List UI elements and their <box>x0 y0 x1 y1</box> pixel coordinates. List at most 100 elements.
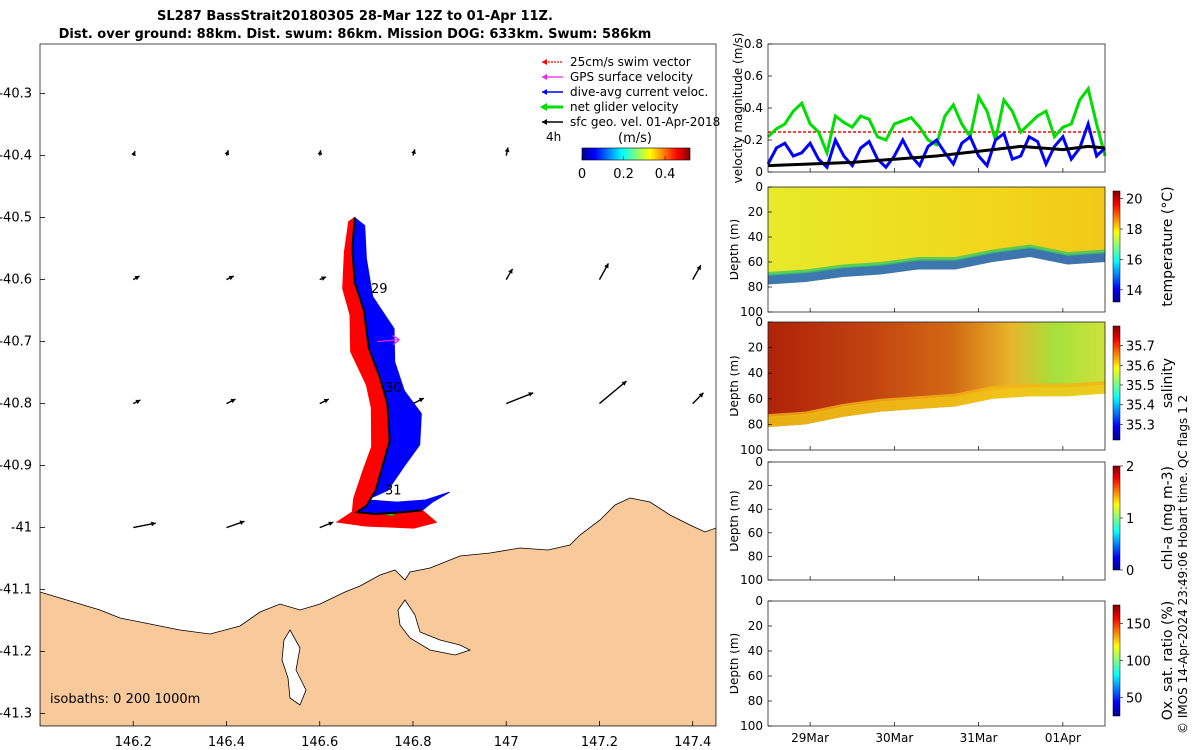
map-x-tick-label: 146.4 <box>208 735 245 750</box>
colorbar-tick-label: 35.3 <box>1126 418 1155 433</box>
river-arm <box>281 629 307 706</box>
y-tick-label: 20 <box>748 205 763 219</box>
y-tick-label: 0 <box>755 455 763 469</box>
legend-gps-arrowhead <box>542 74 547 80</box>
geo-vector-head <box>239 520 245 526</box>
y-tick-label: 60 <box>748 669 763 683</box>
chart-title-line2: Dist. over ground: 88km. Dist. swum: 86k… <box>58 27 652 42</box>
y-tick-label: 100 <box>740 573 763 587</box>
colorbar-label: Ox. sat. ratio (%) <box>1160 601 1176 720</box>
map-x-tick-label: 146.6 <box>301 735 338 750</box>
y-tick-label: 60 <box>748 526 763 540</box>
geo-vector-head <box>504 147 510 153</box>
gps-surface-velocity-arrow <box>377 335 400 346</box>
land-tasmania <box>40 497 716 726</box>
map-y-tick-label: -40.8 <box>0 397 32 412</box>
day-label: 29 <box>371 282 388 297</box>
speed-colorbar <box>581 147 691 161</box>
series-line <box>766 85 1107 158</box>
colorbar-label: salinity <box>1160 358 1176 408</box>
colorbar-tick-label: 0 <box>1126 564 1134 579</box>
y-tick-label: 60 <box>748 255 763 269</box>
colorbar-title: (m/s) <box>618 131 652 146</box>
geo-vector-head <box>508 268 513 274</box>
isobaths-label: isobaths: 0 200 1000m <box>50 692 200 707</box>
y-tick-label: 80 <box>748 694 763 708</box>
map-y-tick-label: -40.5 <box>0 211 32 226</box>
y-tick-label: 80 <box>748 280 763 294</box>
map-y-tick-label: -40.9 <box>0 459 32 474</box>
legend-net-label: net glider velocity <box>570 100 678 114</box>
section-frame <box>767 600 1106 727</box>
y-tick-label: 0 <box>755 180 763 194</box>
depth-ylabel: Depth (m) <box>730 633 741 694</box>
section-colorbar <box>1112 325 1121 441</box>
y-tick-label: 0.4 <box>744 101 763 115</box>
speed-colorbar-tick-label: 0.4 <box>655 167 676 182</box>
geo-vector-head <box>698 392 704 398</box>
y-tick-label: 80 <box>748 417 763 431</box>
colorbar-tick-label: 100 <box>1126 655 1151 670</box>
geostrophic-vectors <box>131 147 704 529</box>
salinity-panel: 0 20 40 60 80 100 Depth (m) 35.3 35.4 35.5 35.6 35.… <box>730 315 1176 457</box>
map-y-tick-label: -40.4 <box>0 149 32 164</box>
geo-vector-head <box>230 398 236 404</box>
geo-vector-head <box>131 151 136 157</box>
velocity-frame <box>767 43 1106 173</box>
map-y-tick-label: -41.3 <box>0 707 32 722</box>
transition-layer <box>768 244 1105 276</box>
map-y-tick-label: -41 <box>11 521 32 536</box>
credit-line: © IMOS 14-Apr-2024 23:49:06 Hobart time.… <box>1176 394 1190 734</box>
map-x-tick-label: 147 <box>494 735 519 750</box>
y-tick-label: 0.8 <box>744 37 763 51</box>
map-y-tick-label: -40.3 <box>0 87 32 102</box>
geo-vector-head <box>604 263 609 269</box>
y-tick-label: 80 <box>748 549 763 563</box>
section-colorbar <box>1112 465 1121 571</box>
colorbar-tick-label: 18 <box>1126 223 1143 238</box>
day-label: 30 <box>385 381 402 396</box>
geo-vector-head <box>328 521 334 527</box>
section-colorbar <box>1112 604 1121 717</box>
geo-vector-head <box>621 381 627 386</box>
depth-ylabel: Depth (m) <box>730 355 741 416</box>
geo-vector-head <box>134 276 140 281</box>
chla-panel: 0 20 40 60 80 100 Depth (m) 0 1 2 chl-a (mg m-3) <box>730 455 1176 587</box>
section-frame <box>767 186 1106 313</box>
y-tick-label: 100 <box>740 719 763 733</box>
colorbar-tick-label: 20 <box>1126 193 1143 208</box>
speed-colorbar-tick-label: 0 <box>578 167 586 182</box>
legend-swim-arrowhead <box>542 59 547 65</box>
speed-colorbar-tick-label: 0.2 <box>613 167 634 182</box>
map-x-ticks: 146.2 146.4 146.6 146.8 147 147.2 147.4 <box>115 721 711 750</box>
time-step-label: 4h <box>546 130 561 144</box>
colorbar-tick-label: 14 <box>1126 284 1143 299</box>
bottom-layer <box>768 247 1105 285</box>
y-tick-label: 40 <box>748 366 763 380</box>
map-y-ticks: -40.3 -40.4 -40.5 -40.6 -40.7 -40.8 -40.9 -41 -4… <box>0 87 45 722</box>
map-y-tick-label: -41.2 <box>0 645 32 660</box>
x-tick-label: 01Apr <box>1045 731 1081 745</box>
section-fill <box>768 187 1105 285</box>
colorbar-tick-label: 35.7 <box>1126 340 1155 355</box>
colorbar-tick-label: 150 <box>1126 618 1151 633</box>
legend-current-arrowhead <box>542 89 547 95</box>
geo-vector-head <box>150 521 156 527</box>
map-x-tick-label: 146.2 <box>115 735 152 750</box>
y-tick-label: 20 <box>748 619 763 633</box>
y-tick-label: 40 <box>748 230 763 244</box>
legend-current-label: dive-avg current veloc. <box>570 85 708 99</box>
day-label: 31 <box>385 483 402 498</box>
legend-net-arrowhead <box>540 103 547 111</box>
section-frame <box>767 461 1106 581</box>
y-tick-label: 0 <box>755 594 763 608</box>
section-frame <box>767 321 1106 451</box>
x-tick-label: 29Mar <box>791 731 829 745</box>
track-map: 146.2 146.4 146.6 146.8 147 147.2 147.4 -40.3-… <box>0 43 720 750</box>
oxygen-panel: 0 20 40 60 80 100 29Mar 30Mar 31Mar 01Apr Depth (m… <box>730 594 1176 745</box>
geo-vector <box>505 392 534 405</box>
temperature-panel: 0 20 40 60 80 100 Depth (m) 14 16 18 20 temperature… <box>730 180 1176 319</box>
map-x-tick-label: 147.2 <box>581 735 618 750</box>
section-colorbar <box>1112 190 1121 303</box>
